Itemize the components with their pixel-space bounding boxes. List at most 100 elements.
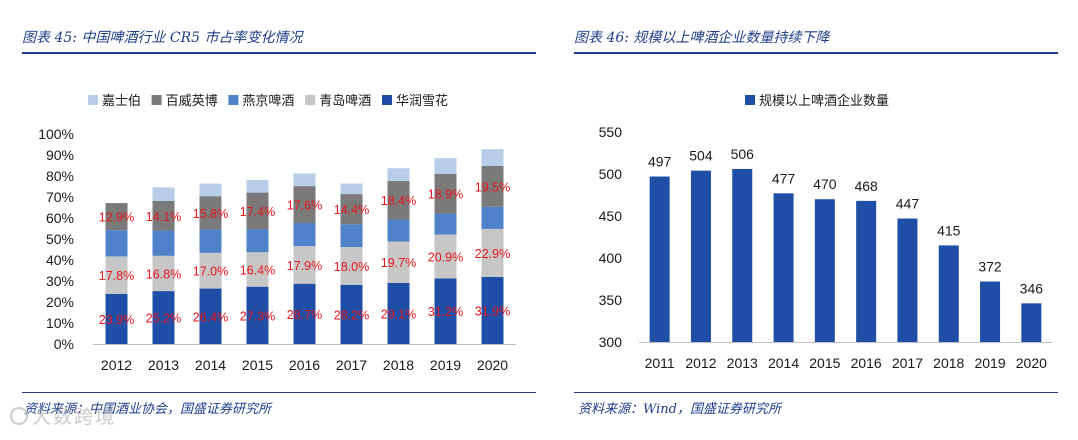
enterprise-count-bar — [773, 193, 794, 342]
data-label-qingdao: 16.8% — [146, 267, 181, 281]
data-label-qingdao: 22.9% — [475, 247, 510, 261]
stacked-bar-segment-jiashibo — [340, 183, 363, 195]
stacked-bar-segment-qingdao — [434, 234, 457, 279]
data-label-qingdao: 18.0% — [334, 260, 369, 274]
watermark: 大数跨境 — [10, 402, 116, 429]
right-footer-rule — [574, 392, 1058, 393]
legend-swatch-huarun — [382, 95, 392, 105]
left-x-tick-label: 2019 — [430, 357, 461, 373]
enterprise-count-label: 447 — [896, 196, 920, 212]
legend-label: 燕京啤酒 — [242, 93, 294, 108]
data-label-baiwei: 19.5% — [475, 180, 510, 194]
enterprise-count-label: 504 — [689, 148, 713, 164]
left-chart-source: 资料来源：中国酒业协会，国盛证券研究所 — [24, 402, 272, 417]
data-label-baiwei: 12.9% — [99, 211, 134, 225]
data-label-huarun: 31.9% — [475, 305, 510, 319]
left-x-tick-label: 2014 — [195, 357, 226, 373]
right-legend-swatch — [745, 95, 755, 105]
enterprise-count-bar — [938, 245, 959, 342]
stacked-bar-segment-baiwei — [246, 192, 269, 230]
right-y-tick-label: 400 — [599, 250, 623, 266]
left-y-tick-label: 10% — [46, 315, 74, 331]
left-x-tick-label: 2015 — [242, 357, 273, 373]
stacked-bar-segment-huarun — [293, 283, 316, 344]
right-x-tick-label: 2014 — [768, 355, 799, 371]
data-label-baiwei: 14.1% — [146, 210, 181, 224]
stacked-bar-segment-qingdao — [246, 252, 269, 287]
data-label-huarun: 26.4% — [193, 310, 228, 324]
data-label-huarun: 25.2% — [146, 312, 181, 326]
data-label-baiwei: 17.6% — [287, 199, 322, 213]
data-label-qingdao: 17.8% — [99, 269, 134, 283]
right-x-tick-label: 2012 — [685, 355, 716, 371]
right-x-tick-label: 2017 — [892, 355, 923, 371]
left-y-tick-label: 50% — [46, 231, 74, 247]
data-label-huarun: 28.7% — [287, 308, 322, 322]
enterprise-count-label: 346 — [1020, 280, 1044, 296]
left-y-tick-label: 40% — [46, 252, 74, 268]
stacked-bar-segment-jiashibo — [152, 187, 175, 201]
data-label-baiwei: 18.4% — [381, 194, 416, 208]
left-y-tick-label: 80% — [46, 168, 74, 184]
left-y-tick-label: 70% — [46, 189, 74, 205]
left-y-tick-label: 20% — [46, 294, 74, 310]
stacked-bar-segment-qingdao — [199, 252, 222, 289]
right-chart-title: 图表 46: 规模以上啤酒企业数量持续下降 — [574, 30, 830, 46]
data-label-huarun: 28.2% — [334, 308, 369, 322]
stacked-bar-segment-qingdao — [152, 255, 175, 292]
watermark-text: 大数跨境 — [32, 406, 117, 428]
enterprise-count-bar — [1021, 303, 1042, 342]
left-y-tick-label: 90% — [46, 147, 74, 163]
data-label-huarun: 31.2% — [428, 305, 463, 319]
right-x-tick-label: 2019 — [974, 355, 1005, 371]
stacked-bar-segment-huarun — [152, 291, 175, 344]
enterprise-count-bar — [814, 199, 835, 342]
data-label-huarun: 27.3% — [240, 309, 275, 323]
right-y-tick-label: 300 — [599, 334, 623, 350]
stacked-bar-segment-baiwei — [340, 194, 363, 225]
stacked-bar-segment-huarun — [199, 288, 222, 344]
stacked-bar-segment-huarun — [340, 284, 363, 344]
stacked-bar-segment-jiashibo — [387, 168, 410, 181]
stacked-bar-segment-qingdao — [340, 246, 363, 285]
stacked-bar-segment-jiashibo — [293, 173, 316, 187]
left-y-tick-label: 0% — [54, 336, 74, 352]
left-y-tick-label: 30% — [46, 273, 74, 289]
left-chart-title: 图表 45: 中国啤酒行业 CR5 市占率变化情况 — [22, 30, 303, 46]
stacked-bar-segment-jiashibo — [199, 183, 222, 197]
right-x-tick-label: 2020 — [1016, 355, 1047, 371]
enterprise-count-label: 468 — [854, 178, 878, 194]
enterprise-count-bar — [980, 281, 1001, 342]
stacked-bar-segment-jiashibo — [434, 158, 457, 174]
stacked-bar-segment-yanjing — [340, 224, 363, 247]
enterprise-count-label: 477 — [772, 170, 796, 186]
enterprise-count-label: 506 — [731, 146, 755, 162]
left-x-tick-label: 2012 — [101, 357, 132, 373]
enterprise-count-bar — [690, 170, 711, 342]
data-label-qingdao: 17.0% — [193, 265, 228, 279]
stacked-bar-segment-huarun — [105, 293, 128, 344]
left-header-rule — [22, 52, 536, 54]
left-x-tick-label: 2013 — [148, 357, 179, 373]
enterprise-count-bar — [732, 168, 753, 342]
stacked-bar-segment-jiashibo — [246, 179, 269, 193]
stacked-bar-segment-qingdao — [293, 246, 316, 284]
right-y-tick-label: 450 — [599, 208, 623, 224]
right-x-tick-label: 2011 — [645, 355, 675, 371]
left-x-tick-label: 2020 — [477, 357, 508, 373]
left-x-tick-label: 2017 — [336, 357, 367, 373]
legend-label: 华润雪花 — [396, 93, 448, 108]
enterprise-count-label: 497 — [648, 154, 672, 170]
watermark-logo-icon — [10, 407, 28, 425]
right-chart-source: 资料来源：Wind，国盛证券研究所 — [578, 402, 781, 417]
right-x-tick-label: 2013 — [727, 355, 758, 371]
right-y-tick-label: 350 — [599, 292, 623, 308]
stacked-bar-segment-qingdao — [481, 228, 504, 278]
right-y-tick-label: 550 — [599, 124, 623, 140]
stacked-bar-segment-baiwei — [481, 165, 504, 207]
right-x-tick-label: 2015 — [809, 355, 840, 371]
stacked-bar-segment-baiwei — [387, 180, 410, 220]
stacked-bar-segment-baiwei — [199, 196, 222, 230]
enterprise-count-bar — [897, 218, 918, 342]
